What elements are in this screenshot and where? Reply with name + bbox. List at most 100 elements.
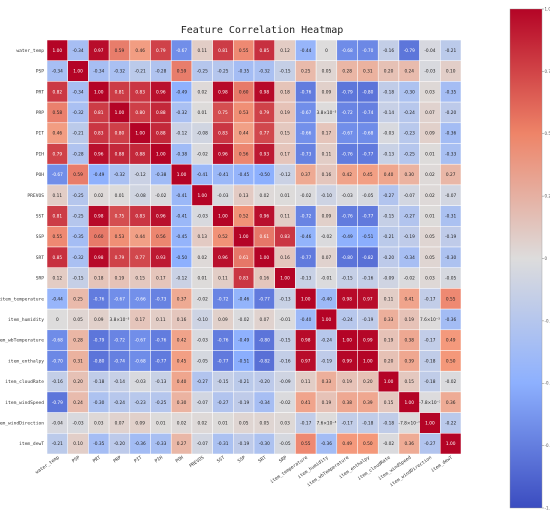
column-label: SST xyxy=(216,455,226,465)
heatmap-cell-value: -0.07 xyxy=(197,400,208,406)
heatmap-cell-value: 0.98 xyxy=(94,213,104,219)
heatmap-cell-value: 0.01 xyxy=(115,193,125,199)
heatmap-cell-value: -0.34 xyxy=(93,69,104,75)
heatmap-cell-value: -0.23 xyxy=(404,131,415,137)
heatmap-cell-value: -0.13 xyxy=(279,296,290,302)
heatmap-cell-value: -0.66 xyxy=(300,131,311,137)
heatmap-cell-value: 0.59 xyxy=(115,48,125,54)
heatmap-cell-value: 0.11 xyxy=(156,317,166,323)
heatmap-cell-value: 1.00 xyxy=(384,379,394,385)
heatmap-cell-value: -0.34 xyxy=(259,400,270,406)
heatmap-cell-value: 0.02 xyxy=(260,193,270,199)
row-label: item_enthalpy xyxy=(8,358,44,364)
heatmap-cell-value: -0.04 xyxy=(52,420,63,426)
heatmap-cell-value: 0.16 xyxy=(280,255,290,261)
heatmap-cell-value: -0.76 xyxy=(342,151,353,157)
heatmap-cell-value: -0.24 xyxy=(342,317,353,323)
heatmap-cell-value: -0.79 xyxy=(93,338,104,344)
heatmap-cell-value: 0.55 xyxy=(446,296,456,302)
heatmap-cell-value: 1.00 xyxy=(115,110,125,116)
heatmap-cell-value: -0.67 xyxy=(342,131,353,137)
heatmap-cell-value: -7.8×10⁻³ xyxy=(419,400,441,406)
heatmap-cell-value: 0.81 xyxy=(115,89,125,95)
row-label: POH xyxy=(36,172,45,178)
heatmap-cells: 1.00 -0.34 0.97 0.59 0.46 0.79 -0.67 0.11 0.81 0.… xyxy=(46,39,462,455)
heatmap-cell-value: -0.49 xyxy=(238,338,249,344)
column-label: POH xyxy=(174,455,184,465)
colorbar-tick-label: 0 xyxy=(545,256,548,261)
heatmap-cell-value: 0.33 xyxy=(322,379,332,385)
heatmap-cell-value: 0.05 xyxy=(322,69,332,75)
heatmap-cell-value: 7.6×10⁻³ xyxy=(316,420,336,426)
row-label: SST xyxy=(36,213,45,219)
heatmap-cell-value: 0.05 xyxy=(73,317,83,323)
heatmap-cell-value: 1.00 xyxy=(94,89,104,95)
heatmap-cell-value: 0.88 xyxy=(156,131,166,137)
heatmap-cell-value: 0.20 xyxy=(363,379,373,385)
heatmap-cell-value: -0.18 xyxy=(93,379,104,385)
row-label: SSP xyxy=(36,234,45,240)
heatmap-cell-value: -0.49 xyxy=(93,172,104,178)
heatmap-cell-value: 0 xyxy=(56,317,59,323)
heatmap-cell-value: -0.32 xyxy=(176,110,187,116)
heatmap-cell-value: -0.13 xyxy=(383,151,394,157)
heatmap-cell-value: -0.33 xyxy=(155,441,166,447)
heatmap-cell-value: 0.83 xyxy=(218,131,228,137)
heatmap-cell-value: 0.40 xyxy=(384,172,394,178)
heatmap-cell-value: -0.10 xyxy=(321,193,332,199)
heatmap-cell-value: 0.83 xyxy=(135,213,145,219)
heatmap-cell-value: 0.02 xyxy=(425,193,435,199)
heatmap-cell-value: -0.67 xyxy=(176,48,187,54)
heatmap-cell-value: 0.37 xyxy=(301,172,311,178)
row-label: item_dewT xyxy=(19,441,44,447)
row-label: item_humidity xyxy=(8,317,44,323)
heatmap-cell-value: -0.82 xyxy=(259,358,270,364)
heatmap-cell-value: -0.41 xyxy=(176,193,187,199)
heatmap-cell-value: 0.85 xyxy=(53,255,63,261)
heatmap-cell-value: 0.03 xyxy=(425,276,435,282)
heatmap-cell-value: 0.61 xyxy=(260,234,270,240)
column-label: item_windSpeed xyxy=(377,455,412,482)
row-label: PSP xyxy=(36,69,45,75)
heatmap-cell-value: 0.97 xyxy=(363,296,373,302)
heatmap-cell-value: -0.36 xyxy=(321,441,332,447)
heatmap-cell-value: -0.02 xyxy=(300,193,311,199)
heatmap-cell-value: -0.24 xyxy=(114,400,125,406)
column-label: PIT xyxy=(133,455,143,465)
heatmap-cell-value: 0.16 xyxy=(322,172,332,178)
heatmap-cell-value: -0.35 xyxy=(93,441,104,447)
heatmap-cell-value: 0.24 xyxy=(404,69,414,75)
heatmap-cell-value: 0.60 xyxy=(94,234,104,240)
heatmap-cell-value: -0.38 xyxy=(176,151,187,157)
heatmap-cell-value: -0.27 xyxy=(404,213,415,219)
heatmap-cell-value: -0.45 xyxy=(238,172,249,178)
heatmap-cell-value: -0.09 xyxy=(383,276,394,282)
heatmap-cell-value: -0.34 xyxy=(404,255,415,261)
heatmap-cell-value: -0.07 xyxy=(404,193,415,199)
heatmap-cell-value: 0.36 xyxy=(446,400,456,406)
heatmap-cell-value: -0.41 xyxy=(176,213,187,219)
heatmap-cell-value: 3.8×10⁻³ xyxy=(316,110,336,116)
heatmap-cell-value: 0.01 xyxy=(156,420,166,426)
heatmap-cell-value: 1.00 xyxy=(342,338,352,344)
heatmap-cell-value: -0.30 xyxy=(404,89,415,95)
heatmap-cell-value: -0.67 xyxy=(300,110,311,116)
heatmap-cell-value: -0.34 xyxy=(72,89,83,95)
heatmap-cell-value: 1.00 xyxy=(135,131,145,137)
heatmap-cell-value: -0.76 xyxy=(300,89,311,95)
heatmap-cell-value: 0.28 xyxy=(342,69,352,75)
heatmap-cell-value: -0.50 xyxy=(259,172,270,178)
heatmap-cell-value: -0.03 xyxy=(135,379,146,385)
column-label: item_dewT xyxy=(430,455,454,474)
heatmap-cell-value: 0.81 xyxy=(94,110,104,116)
heatmap-cell-value: -0.18 xyxy=(362,420,373,426)
heatmap-cell-value: 0.09 xyxy=(218,317,228,323)
heatmap-cell-value: 0.38 xyxy=(404,338,414,344)
column-label: PREVOS xyxy=(188,455,205,470)
heatmap-cell-value: -0.18 xyxy=(383,89,394,95)
heatmap-cell-value: 0.52 xyxy=(218,234,228,240)
heatmap-cell-value: -0.31 xyxy=(217,441,228,447)
heatmap-cell-value: -0.19 xyxy=(362,317,373,323)
heatmap-cell-value: 0.09 xyxy=(94,317,104,323)
